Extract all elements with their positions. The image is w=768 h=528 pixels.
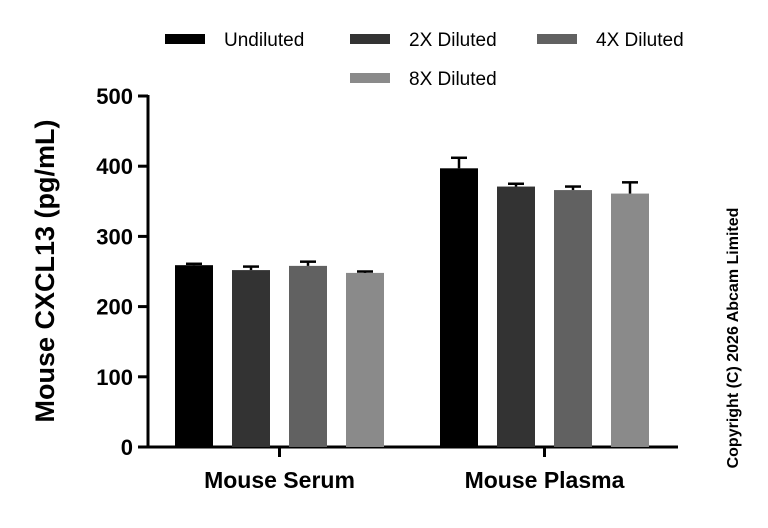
- x-category-label: Mouse Serum: [204, 467, 355, 493]
- x-category-label: Mouse Plasma: [465, 467, 625, 493]
- bar: [175, 265, 213, 447]
- y-tick-label: 200: [96, 295, 133, 320]
- legend-swatch: [165, 34, 205, 44]
- y-axis: 0 100 200 300 400 500: [96, 84, 150, 460]
- bar: [440, 168, 478, 447]
- y-tick-label: 500: [96, 84, 133, 109]
- copyright-text: Copyright (C) 2026 Abcam Limited: [725, 208, 742, 469]
- legend-label: 8X Diluted: [409, 69, 497, 90]
- bar: [554, 190, 592, 447]
- legend-swatch: [537, 34, 577, 44]
- y-axis-label: Mouse CXCL13 (pg/mL): [30, 119, 60, 422]
- legend: Undiluted 2X Diluted 4X Diluted 8X Diluted: [165, 30, 684, 90]
- x-axis: Mouse Serum Mouse Plasma: [146, 445, 678, 493]
- y-tick-label: 300: [96, 224, 133, 249]
- y-tick-label: 100: [96, 365, 133, 390]
- y-tick-label: 400: [96, 154, 133, 179]
- legend-label: Undiluted: [224, 30, 304, 51]
- bar: [346, 272, 384, 447]
- legend-swatch: [350, 34, 390, 44]
- legend-label: 2X Diluted: [409, 30, 497, 51]
- bar: [232, 270, 270, 447]
- bar: [289, 265, 327, 447]
- bar: [611, 193, 649, 447]
- legend-swatch: [350, 73, 390, 83]
- bar: [497, 186, 535, 448]
- y-tick-label: 0: [121, 435, 133, 460]
- bars: [175, 156, 649, 448]
- legend-label: 4X Diluted: [596, 30, 684, 51]
